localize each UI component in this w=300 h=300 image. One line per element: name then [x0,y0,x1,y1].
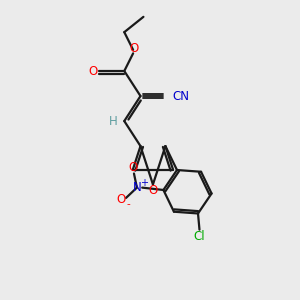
Text: Cl: Cl [194,230,205,243]
Text: O: O [129,161,138,174]
Text: CN: CN [172,89,189,103]
Text: O: O [129,41,138,55]
Text: N: N [133,181,141,194]
Text: +: + [140,178,148,188]
Text: O: O [148,184,158,197]
Text: -: - [127,200,130,209]
Text: O: O [116,193,125,206]
Text: O: O [88,64,98,77]
Text: H: H [109,115,118,128]
